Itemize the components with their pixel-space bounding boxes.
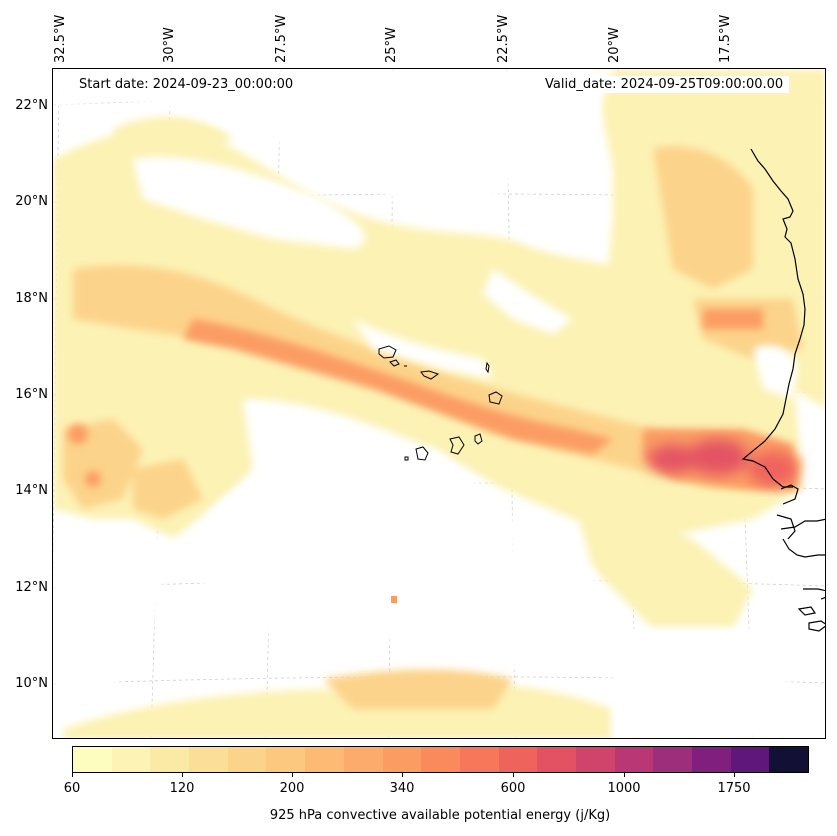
valid-date-label: Valid_date: 2024-09-25T09:00:00.00: [539, 76, 790, 93]
colorbar: [72, 746, 809, 773]
map-panel: [52, 68, 826, 739]
lat-label-18n: 18°N: [15, 291, 48, 306]
colorbar-segment-13: [575, 747, 615, 772]
lon-label-32-5w: 32.5°W: [53, 14, 68, 63]
lat-label-22n: 22°N: [15, 98, 48, 113]
colorbar-tick-1750: 1750: [717, 781, 751, 796]
colorbar-label: 925 hPa convective available potential e…: [269, 808, 611, 823]
colorbar-segment-17: [730, 747, 770, 772]
lat-label-16n: 16°N: [15, 387, 48, 402]
colorbar-tick-1000: 1000: [607, 781, 641, 796]
colorbar-segment-12: [537, 747, 576, 772]
colorbar-segment-3: [189, 747, 228, 772]
colorbar-segment-7: [343, 747, 383, 772]
colorbar-segment-2: [150, 747, 190, 772]
colorbar-tick-600: 600: [500, 781, 526, 796]
colorbar-segment-0: [73, 747, 112, 772]
colorbar-segment-11: [498, 747, 538, 772]
african-coastline: [741, 148, 825, 632]
lon-label-17-5w: 17.5°W: [718, 14, 733, 63]
colorbar-tick-200: 200: [279, 781, 305, 796]
colorbar-segment-8: [382, 747, 422, 772]
colorbar-segment-4: [227, 747, 267, 772]
lat-label-14n: 14°N: [15, 483, 48, 498]
no-data-gaps: [53, 69, 825, 738]
lat-label-12n: 12°N: [15, 580, 48, 595]
lat-label-20n: 20°N: [15, 194, 48, 209]
colorbar-segment-18: [769, 747, 809, 772]
colorbar-segment-9: [421, 747, 460, 772]
lat-label-10n: 10°N: [15, 676, 48, 691]
colorbar-tick-340: 340: [389, 781, 415, 796]
colorbar-tick-120: 120: [169, 781, 195, 796]
colorbar-segment-5: [266, 747, 306, 772]
colorbar-segment-14: [614, 747, 654, 772]
start-date-label: Start date: 2024-09-23_00:00:00: [73, 76, 300, 93]
colorbar-segment-16: [692, 747, 731, 772]
cape-verde-islands: [378, 345, 503, 461]
colorbar-segment-1: [111, 747, 151, 772]
cape-shading-peak: [648, 439, 798, 487]
cape-shading-mid: [63, 146, 803, 709]
colorbar-segment-15: [653, 747, 692, 772]
stray-cape-cell: [391, 596, 397, 603]
lon-label-27-5w: 27.5°W: [274, 14, 289, 63]
lon-label-30w: 30°W: [162, 27, 177, 63]
cape-field-map: [53, 69, 825, 738]
lon-label-25w: 25°W: [384, 27, 399, 63]
colorbar-tick-60: 60: [63, 781, 81, 796]
lon-label-22-5w: 22.5°W: [496, 14, 511, 63]
colorbar-segment-6: [305, 747, 344, 772]
colorbar-segment-10: [459, 747, 499, 772]
lon-label-20w: 20°W: [607, 27, 622, 63]
